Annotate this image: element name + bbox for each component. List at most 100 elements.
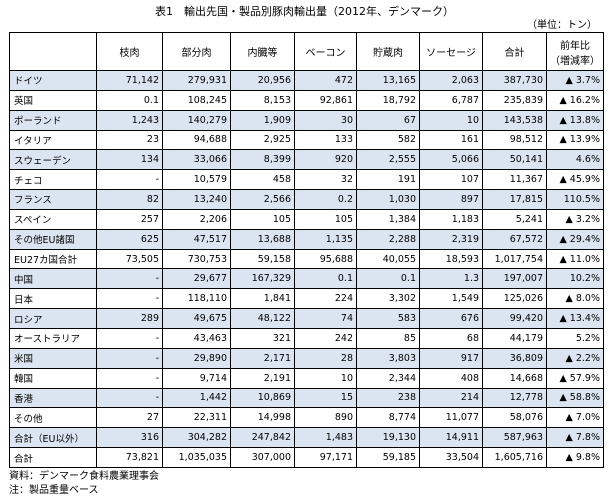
table-cell: 10 [294,367,357,389]
table-cell: 2,566 [230,189,295,210]
table-cell: 1.3 [419,268,483,290]
table-cell: 59,158 [230,248,295,270]
table-cell: 408 [419,367,483,389]
table-cell: 110.5% [546,189,604,210]
table-cell: ▲ 13.8% [546,109,604,131]
table-cell: 582 [356,129,420,151]
table-cell: ▲ 3.2% [546,208,604,230]
table-cell: 10,579 [162,169,231,191]
table-cell: ▲ 13.4% [546,308,604,329]
row-label: スペイン [9,208,97,230]
table-cell: 9,714 [162,367,231,389]
table-cell: 587,963 [482,427,547,449]
table-row: 韓国 -9,714 2,191 10 2,344 408 14,668 ▲ 57.9% [9,367,604,389]
table-cell: 307,000 [230,447,295,468]
row-label: 香港 [9,387,97,409]
table-body: ドイツ 71,142 279,931 20,956 472 13,165 2,063 387,… [9,70,604,468]
table-cell: 387,730 [482,70,547,91]
row-label: オーストラリア [9,327,97,349]
table-cell: 97,171 [294,447,357,468]
table-cell: 50,141 [482,149,547,171]
row-label: ドイツ [9,70,97,91]
table-cell: 14,998 [230,407,295,429]
table-cell: - [96,327,163,349]
table-cell: 472 [294,70,357,91]
table-cell: 4.6% [546,149,604,171]
table-cell: 2,171 [230,347,295,369]
table-cell: 1,135 [294,228,357,250]
table-row: 日本 -118,110 1,841 224 3,302 1,549 125,026 ▲ 8.0… [9,288,604,310]
table-cell: 13,688 [230,228,295,250]
table-cell: 118,110 [162,288,231,310]
table-row: 合計（EU以外） 316 304,282 247,842 1,483 19,130 14,9… [9,427,604,449]
table-cell: - [96,367,163,389]
table-cell: 247,842 [230,427,295,449]
table-cell: 8,399 [230,149,295,171]
table-cell: 19,130 [356,427,420,449]
export-table: 枝肉 部分肉 内臓等 ベーコン 貯蔵肉 ソーセージ 合計 前年比 （増減率） ド… [9,32,604,468]
table-cell: 5,066 [419,149,483,171]
table-cell: 1,384 [356,208,420,230]
table-cell: 40,055 [356,248,420,270]
row-label: ロシア [9,308,97,329]
table-cell: 2,925 [230,129,295,151]
header-sausage: ソーセージ [419,32,483,71]
table-cell: 8,774 [356,407,420,429]
table-row: 英国 0.1 108,245 8,153 92,861 18,792 6,787 235,83… [9,89,604,111]
source-note: 資料：デンマーク食料農業理事会 [9,471,159,482]
table-cell: 3,803 [356,347,420,369]
table-row: チェコ -10,579 458 32 191 107 11,367 ▲ 45.9% [9,169,604,191]
table-cell: 0.1 [294,268,357,290]
table-cell: 5,241 [482,208,547,230]
table-cell: ▲ 45.9% [546,169,604,191]
row-label: 米国 [9,347,97,369]
table-cell: 235,839 [482,89,547,111]
table-cell: 105 [294,208,357,230]
table-cell: 15 [294,387,357,409]
table-cell: 2,344 [356,367,420,389]
table-cell: 167,329 [230,268,295,290]
table-cell: 43,463 [162,327,231,349]
table-cell: - [96,387,163,409]
table-cell: 28 [294,347,357,369]
table-cell: ▲ 3.7% [546,70,604,91]
table-cell: 730,753 [162,248,231,270]
table-cell: 321 [230,327,295,349]
table-cell: 67,572 [482,228,547,250]
table-row: オーストラリア -43,463 321 242 85 68 44,179 5.2% [9,327,604,349]
table-cell: 2,206 [162,208,231,230]
unit-label: （単位：トン） [527,20,597,31]
table-cell: 18,593 [419,248,483,270]
header-offal: 内臓等 [230,32,295,71]
table-cell: 140,279 [162,109,231,131]
table-cell: 59,185 [356,447,420,468]
table-cell: 0.1 [356,268,420,290]
table-cell: 14,911 [419,427,483,449]
table-cell: - [96,288,163,310]
table-cell: 1,841 [230,288,295,310]
table-cell: 98,512 [482,129,547,151]
table-cell: 33,066 [162,149,231,171]
table-cell: 197,007 [482,268,547,290]
table-cell: 58,076 [482,407,547,429]
header-bacon: ベーコン [294,32,357,71]
table-cell: 74 [294,308,357,329]
table-cell: - [96,169,163,191]
table-cell: 1,442 [162,387,231,409]
table-cell: 2,319 [419,228,483,250]
unit-note: 注：製品重量ベース [9,485,99,496]
header-yoy: 前年比 （増減率） [546,32,604,71]
table-cell: 1,017,754 [482,248,547,270]
table-cell: 0.2 [294,189,357,210]
header-cuts: 部分肉 [162,32,231,71]
row-label: フランス [9,189,97,210]
table-row: 香港 -1,442 10,869 15 238 214 12,778 ▲ 58.8% [9,387,604,409]
header-row: 枝肉 部分肉 内臓等 ベーコン 貯蔵肉 ソーセージ 合計 前年比 （増減率） [9,32,604,71]
table-cell: 316 [96,427,163,449]
row-label: その他EU諸国 [9,228,97,250]
table-cell: 105 [230,208,295,230]
table-cell: 224 [294,288,357,310]
table-cell: ▲ 58.8% [546,387,604,409]
row-label: チェコ [9,169,97,191]
table-cell: 94,688 [162,129,231,151]
